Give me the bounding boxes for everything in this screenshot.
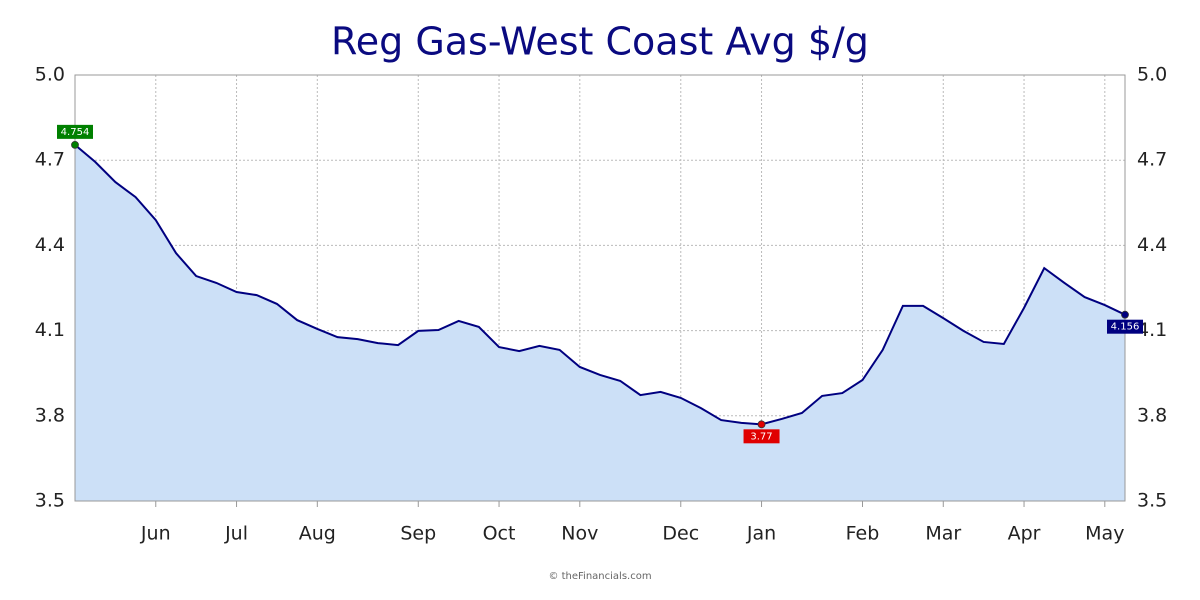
footer: © theFinancials.com <box>548 571 651 582</box>
plot-frame <box>74 74 1126 502</box>
value-label-box <box>57 124 93 139</box>
y-tick-label-right: 5.0 <box>1137 64 1167 86</box>
x-tick-label: Apr <box>1008 523 1041 545</box>
x-tick-label: Dec <box>662 523 699 545</box>
value-label: 4.754 <box>61 127 90 138</box>
value-label: 4.156 <box>1111 322 1140 333</box>
y-tick-label-right: 3.8 <box>1137 404 1167 426</box>
x-tick-label: Mar <box>925 523 961 545</box>
y-tick-label-right: 4.1 <box>1137 319 1167 341</box>
y-tick-label-right: 4.4 <box>1137 234 1167 256</box>
y-tick-label: 4.7 <box>35 149 65 171</box>
x-tick-label: Oct <box>483 523 516 545</box>
y-tick-label: 4.1 <box>35 319 65 341</box>
chart-title: Reg Gas-West Coast Avg $/g <box>331 20 869 64</box>
value-label-box <box>743 429 780 444</box>
value-label-box <box>1107 319 1143 334</box>
point <box>757 420 766 429</box>
x-tick-label: Nov <box>561 523 598 545</box>
point <box>71 140 79 149</box>
x-tick-label: May <box>1085 523 1124 545</box>
x-tick-label: Jul <box>224 523 248 545</box>
y-tick-label: 4.4 <box>35 234 65 256</box>
y-tick-label: 5.0 <box>35 64 65 86</box>
area <box>75 144 1125 501</box>
x-tick-label: Jan <box>746 523 776 545</box>
x-tick-label: Jun <box>140 523 171 545</box>
y-tick-label-right: 3.5 <box>1137 490 1167 512</box>
y-tick-label: 3.8 <box>35 404 65 426</box>
x-tick-label: Aug <box>299 523 336 545</box>
line <box>74 144 1126 426</box>
y-tick-label-right: 4.7 <box>1137 149 1167 171</box>
y-tick-label: 3.5 <box>35 490 65 512</box>
point <box>1121 310 1129 319</box>
x-tick-label: Sep <box>400 523 436 545</box>
x-tick-label: Feb <box>846 523 880 545</box>
value-label: 3.77 <box>750 431 772 442</box>
